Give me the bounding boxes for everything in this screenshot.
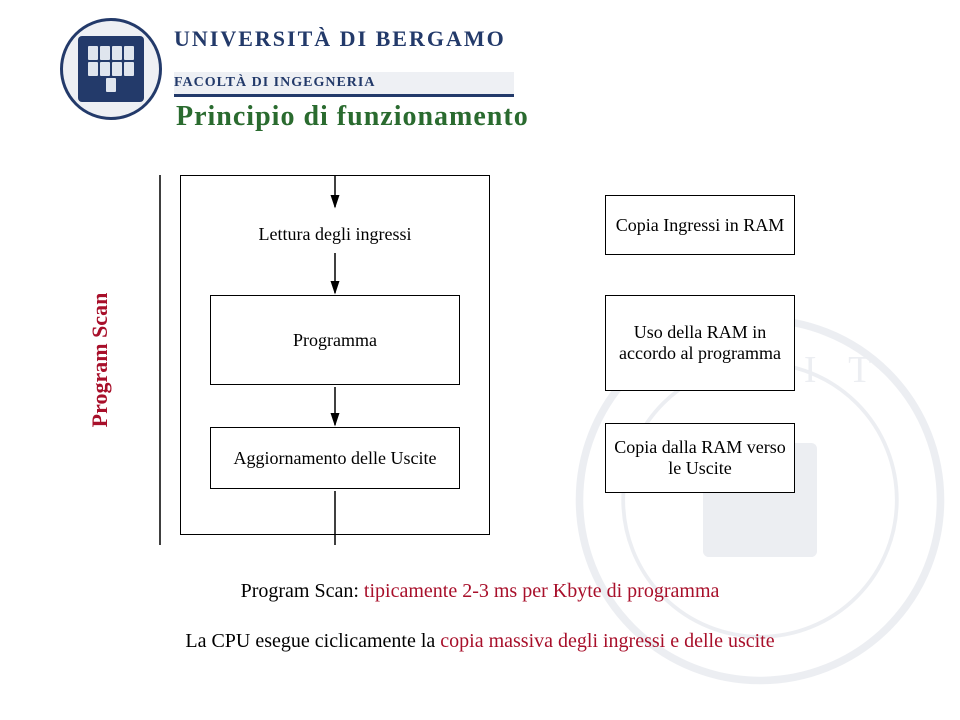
footer-line-2: La CPU esegue ciclicamente la copia mass… (0, 628, 960, 655)
footer-line-1: Program Scan: tipicamente 2-3 ms per Kby… (0, 580, 960, 603)
right-box-1: Copia Ingressi in RAM (605, 195, 795, 255)
right-box-3: Copia dalla RAM verso le Uscite (605, 423, 795, 493)
university-name: UNIVERSITÀ DI BERGAMO (174, 26, 529, 52)
footer-line1-pre: Program Scan: (241, 580, 364, 602)
slide-title: Principio di funzionamento (176, 101, 529, 133)
left-step-1: Lettura degli ingressi (210, 213, 460, 255)
university-seal-icon (60, 18, 162, 120)
faculty-bar: FACOLTÀ DI INGEGNERIA (174, 72, 514, 97)
header: UNIVERSITÀ DI BERGAMO FACOLTÀ DI INGEGNE… (60, 18, 529, 133)
flow-diagram: Program Scan Lettura degli ingressi Prog… (130, 175, 860, 545)
program-scan-label: Program Scan (87, 293, 113, 428)
footer-line2-pre: La CPU esegue ciclicamente la (185, 630, 440, 652)
left-step-3: Aggiornamento delle Uscite (210, 427, 460, 489)
footer-line1-accent: tipicamente 2-3 ms per Kbyte di programm… (364, 580, 719, 602)
left-step-2: Programma (210, 295, 460, 385)
footer-line2-accent: copia massiva degli ingressi e delle usc… (440, 630, 774, 652)
right-box-2: Uso della RAM in accordo al programma (605, 295, 795, 391)
